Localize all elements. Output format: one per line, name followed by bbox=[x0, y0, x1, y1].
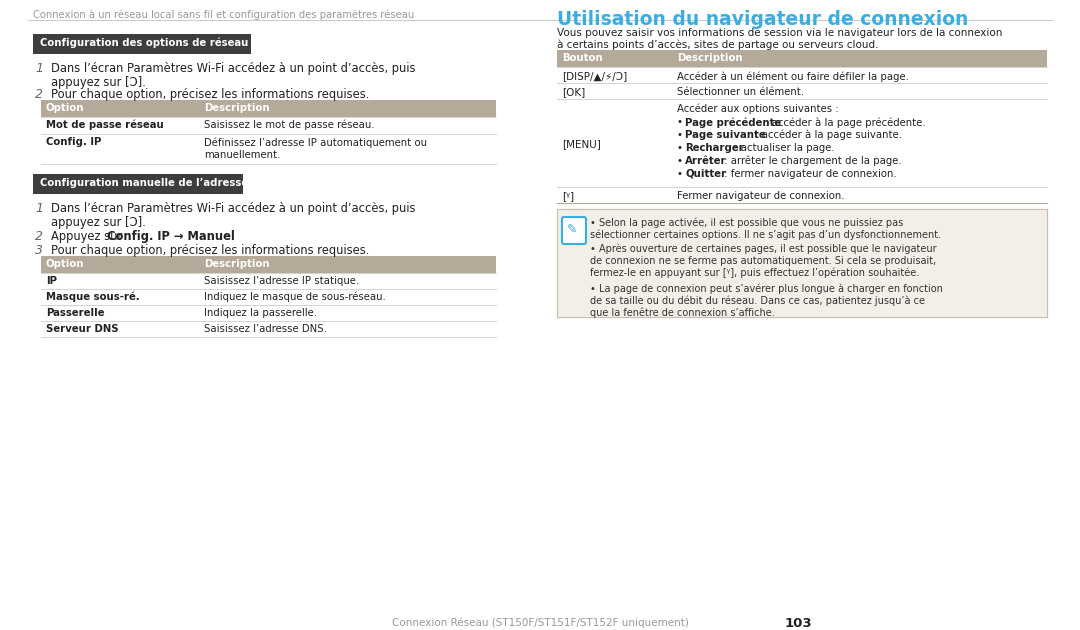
Text: : arrêter le chargement de la page.: : arrêter le chargement de la page. bbox=[721, 156, 902, 166]
Text: Config. IP: Config. IP bbox=[46, 137, 102, 147]
Bar bbox=[33, 174, 243, 194]
Text: •: • bbox=[677, 169, 686, 179]
Text: 103: 103 bbox=[785, 617, 812, 630]
Bar bbox=[41, 305, 496, 321]
Text: IP: IP bbox=[46, 276, 57, 286]
Text: que la fenêtre de connexion s’affiche.: que la fenêtre de connexion s’affiche. bbox=[590, 307, 774, 318]
Text: Serveur DNS: Serveur DNS bbox=[46, 324, 119, 334]
Text: de sa taille ou du débit du réseau. Dans ce cas, patientez jusqu’à ce: de sa taille ou du débit du réseau. Dans… bbox=[590, 295, 924, 306]
Text: Connexion à un réseau local sans fil et configuration des paramètres réseau: Connexion à un réseau local sans fil et … bbox=[33, 10, 415, 21]
Text: appuyez sur [Ɔ].: appuyez sur [Ɔ]. bbox=[51, 216, 146, 229]
Text: manuellement.: manuellement. bbox=[204, 150, 281, 160]
Text: Utilisation du navigateur de connexion: Utilisation du navigateur de connexion bbox=[557, 10, 969, 29]
Text: Configuration manuelle de l’adresse IP: Configuration manuelle de l’adresse IP bbox=[40, 178, 262, 188]
Text: Quitter: Quitter bbox=[686, 169, 727, 179]
Bar bbox=[557, 209, 1047, 317]
Text: 2: 2 bbox=[35, 230, 43, 243]
Text: ✎: ✎ bbox=[567, 223, 578, 236]
Text: Config. IP → Manuel: Config. IP → Manuel bbox=[107, 230, 234, 243]
Text: : fermer navigateur de connexion.: : fermer navigateur de connexion. bbox=[721, 169, 896, 179]
Text: Vous pouvez saisir vos informations de session via le navigateur lors de la conn: Vous pouvez saisir vos informations de s… bbox=[557, 28, 1002, 38]
Text: Dans l’écran Paramètres Wi-Fi accédez à un point d’accès, puis: Dans l’écran Paramètres Wi-Fi accédez à … bbox=[51, 62, 416, 75]
Text: Sélectionner un élément.: Sélectionner un élément. bbox=[677, 87, 805, 97]
Text: 2: 2 bbox=[35, 88, 43, 101]
Text: Dans l’écran Paramètres Wi-Fi accédez à un point d’accès, puis: Dans l’écran Paramètres Wi-Fi accédez à … bbox=[51, 202, 416, 215]
Text: : accéder à la page précédente.: : accéder à la page précédente. bbox=[761, 117, 926, 127]
Bar bbox=[41, 289, 496, 305]
Text: : actualiser la page.: : actualiser la page. bbox=[731, 143, 835, 153]
Text: fermez-le en appuyant sur [ᵞ], puis effectuez l’opération souhaitée.: fermez-le en appuyant sur [ᵞ], puis effe… bbox=[590, 268, 919, 278]
Text: Arrêter: Arrêter bbox=[686, 156, 727, 166]
Text: •: • bbox=[677, 156, 686, 166]
Text: •: • bbox=[677, 130, 686, 140]
FancyBboxPatch shape bbox=[562, 217, 586, 244]
Text: appuyez sur [Ɔ].: appuyez sur [Ɔ]. bbox=[51, 76, 146, 89]
Text: Connexion Réseau (ST150F/ST151F/ST152F uniquement): Connexion Réseau (ST150F/ST151F/ST152F u… bbox=[392, 617, 688, 627]
Text: Option: Option bbox=[46, 259, 84, 269]
Text: Définissez l’adresse IP automatiquement ou: Définissez l’adresse IP automatiquement … bbox=[204, 137, 427, 147]
Text: Description: Description bbox=[204, 259, 270, 269]
Text: sélectionner certaines options. Il ne s’agit pas d’un dysfonctionnement.: sélectionner certaines options. Il ne s’… bbox=[590, 229, 941, 239]
Text: Passerelle: Passerelle bbox=[46, 308, 105, 318]
Text: • Après ouverture de certaines pages, il est possible que le navigateur: • Après ouverture de certaines pages, il… bbox=[590, 244, 936, 255]
Text: • La page de connexion peut s’avérer plus longue à charger en fonction: • La page de connexion peut s’avérer plu… bbox=[590, 283, 943, 294]
Bar bbox=[557, 209, 1047, 317]
Text: Indiquez le masque de sous-réseau.: Indiquez le masque de sous-réseau. bbox=[204, 292, 386, 302]
Bar bbox=[557, 50, 1047, 67]
Bar bbox=[33, 34, 251, 54]
Text: 3: 3 bbox=[35, 244, 43, 257]
Text: Page précédente: Page précédente bbox=[686, 117, 782, 127]
Text: Saisissez l’adresse DNS.: Saisissez l’adresse DNS. bbox=[204, 324, 327, 334]
Text: •: • bbox=[677, 117, 686, 127]
Text: de connexion ne se ferme pas automatiquement. Si cela se produisait,: de connexion ne se ferme pas automatique… bbox=[590, 256, 936, 266]
Text: Option: Option bbox=[46, 103, 84, 113]
Text: Accéder à un élément ou faire défiler la page.: Accéder à un élément ou faire défiler la… bbox=[677, 71, 909, 81]
Text: • Selon la page activée, il est possible que vous ne puissiez pas: • Selon la page activée, il est possible… bbox=[590, 217, 903, 227]
Text: Recharger: Recharger bbox=[686, 143, 744, 153]
Text: Saisissez l’adresse IP statique.: Saisissez l’adresse IP statique. bbox=[204, 276, 360, 286]
Text: Configuration des options de réseau: Configuration des options de réseau bbox=[40, 38, 248, 49]
Text: Pour chaque option, précisez les informations requises.: Pour chaque option, précisez les informa… bbox=[51, 244, 369, 257]
Bar bbox=[41, 100, 496, 117]
Text: Fermer navigateur de connexion.: Fermer navigateur de connexion. bbox=[677, 191, 845, 201]
Text: [OK]: [OK] bbox=[562, 87, 585, 97]
Text: Mot de passe réseau: Mot de passe réseau bbox=[46, 120, 164, 130]
Bar bbox=[557, 187, 1047, 203]
Bar bbox=[41, 256, 496, 273]
Text: Masque sous-ré.: Masque sous-ré. bbox=[46, 292, 139, 302]
Text: Pour chaque option, précisez les informations requises.: Pour chaque option, précisez les informa… bbox=[51, 88, 369, 101]
Bar bbox=[41, 117, 496, 134]
Bar bbox=[41, 134, 496, 164]
Bar bbox=[41, 273, 496, 289]
Text: : accéder à la page suivante.: : accéder à la page suivante. bbox=[752, 130, 902, 140]
Text: Page suivante: Page suivante bbox=[686, 130, 766, 140]
Text: Indiquez la passerelle.: Indiquez la passerelle. bbox=[204, 308, 318, 318]
Text: Bouton: Bouton bbox=[562, 53, 603, 63]
Text: Accéder aux options suivantes :: Accéder aux options suivantes : bbox=[677, 104, 839, 115]
Bar bbox=[557, 83, 1047, 99]
Bar bbox=[41, 321, 496, 337]
Text: 1: 1 bbox=[35, 62, 43, 75]
Text: Description: Description bbox=[204, 103, 270, 113]
Text: [MENU]: [MENU] bbox=[562, 139, 600, 149]
Text: 1: 1 bbox=[35, 202, 43, 215]
Text: [ᵞ]: [ᵞ] bbox=[562, 191, 575, 201]
Text: Appuyez sur: Appuyez sur bbox=[51, 230, 125, 243]
Bar bbox=[557, 67, 1047, 83]
Text: .: . bbox=[207, 230, 211, 243]
Text: [DISP/▲/⚡/Ɔ]: [DISP/▲/⚡/Ɔ] bbox=[562, 71, 627, 81]
Text: Description: Description bbox=[677, 53, 743, 63]
Text: •: • bbox=[677, 143, 686, 153]
Text: Saisissez le mot de passe réseau.: Saisissez le mot de passe réseau. bbox=[204, 120, 375, 130]
Text: à certains points d’accès, sites de partage ou serveurs cloud.: à certains points d’accès, sites de part… bbox=[557, 40, 878, 50]
Bar bbox=[557, 99, 1047, 187]
